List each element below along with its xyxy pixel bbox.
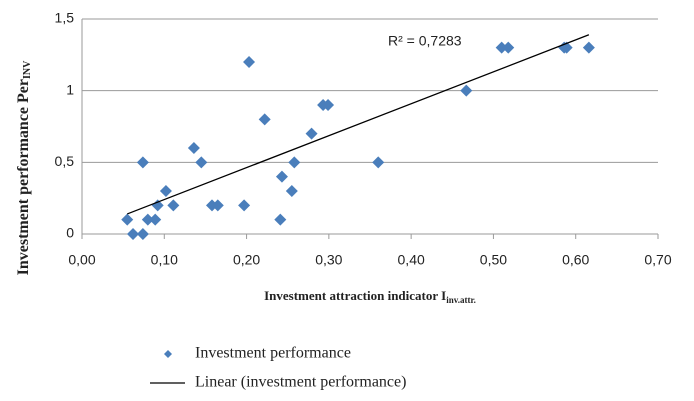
x-tick-label: 0,50 (480, 252, 507, 268)
point (460, 84, 473, 97)
x-tick-label: 0,20 (233, 252, 260, 268)
x-tick-label: 0,30 (315, 252, 342, 268)
point (159, 185, 172, 197)
point (258, 113, 271, 126)
point (121, 213, 134, 226)
annotation: R² = 0,7283 (388, 33, 462, 49)
point (275, 170, 288, 183)
point (285, 185, 298, 197)
point (136, 228, 149, 240)
point (195, 156, 208, 169)
point (274, 213, 287, 226)
point (167, 199, 180, 212)
y-axis-title: Investment performance PerINV (15, 60, 34, 275)
trend-line (127, 34, 590, 215)
y-axis-title-sub: INV (22, 60, 33, 79)
point (187, 142, 200, 154)
legend-label: Investment performance (195, 345, 351, 362)
y-tick-label: 1 (66, 81, 74, 97)
y-tick-label: 0 (66, 225, 74, 241)
point (127, 228, 140, 240)
point (238, 199, 251, 212)
point (305, 127, 318, 140)
point (502, 41, 515, 54)
legend-marker (164, 350, 172, 358)
legend-label: Linear (investment performance) (195, 374, 406, 391)
x-tick-label: 0,40 (398, 252, 425, 268)
point (322, 99, 335, 111)
x-axis-title-sub: inv.attr. (446, 295, 476, 305)
y-tick-label: 1,5 (55, 10, 75, 26)
point (372, 156, 385, 169)
x-tick-label: 0,10 (151, 252, 178, 268)
x-tick-label: 0,70 (644, 252, 671, 268)
point (136, 156, 149, 169)
y-axis-title-text: Investment performance Per (15, 79, 32, 275)
x-axis-title-text: Investment attraction indicator I (264, 288, 446, 303)
point (582, 41, 595, 54)
point (288, 156, 301, 169)
point (149, 213, 162, 226)
x-tick-label: 0,60 (562, 252, 589, 268)
point (495, 41, 508, 54)
y-tick-label: 0,5 (55, 153, 75, 169)
point (151, 199, 164, 212)
x-tick-label: 0,00 (68, 252, 95, 268)
point (211, 199, 224, 212)
point (243, 56, 256, 68)
point (141, 213, 154, 226)
x-axis-title: Investment attraction indicator Iinv.att… (264, 288, 476, 305)
